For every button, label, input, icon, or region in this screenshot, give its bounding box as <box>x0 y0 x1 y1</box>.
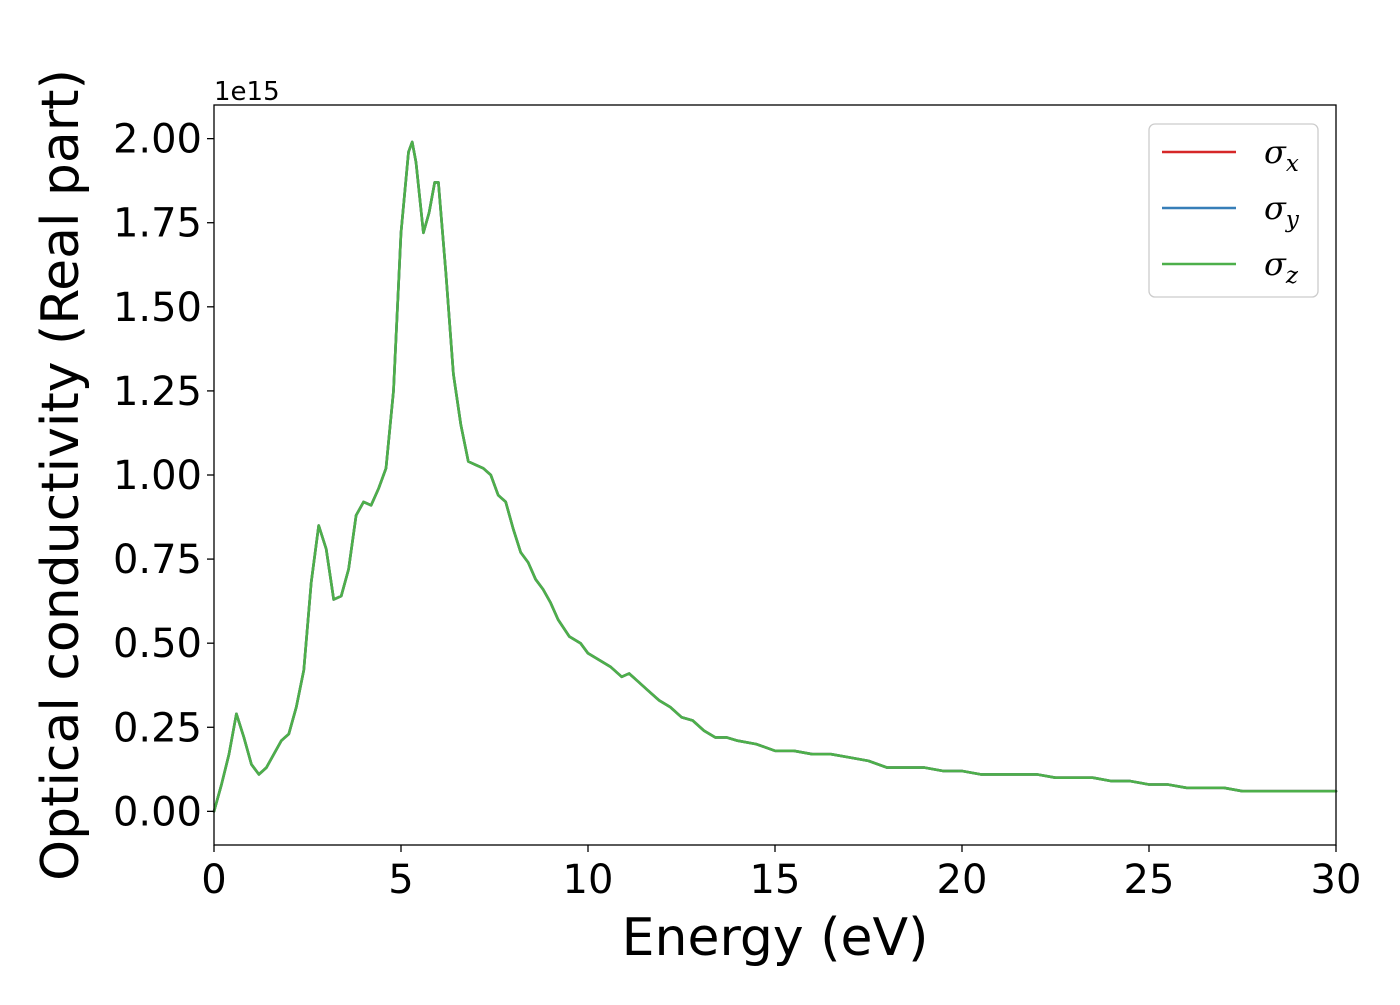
x-axis-ticks: 0 5 10 15 20 25 30 <box>201 845 1361 903</box>
legend: σx σy σz <box>1148 123 1319 298</box>
y-axis-ticks: 0.00 0.25 0.50 0.75 1.00 1.25 1.50 1.75 2.00 <box>113 117 214 835</box>
x-tick-label: 0 <box>201 857 226 903</box>
x-tick-label: 20 <box>937 857 988 903</box>
y-tick-label: 0.50 <box>113 621 202 667</box>
x-axis-title: Energy (eV) <box>622 908 929 968</box>
legend-frame <box>1148 123 1319 298</box>
y-tick-label: 1.75 <box>113 201 202 247</box>
series-line-z <box>212 140 1338 813</box>
y-axis-title: Optical conductivity (Real part) <box>31 69 91 881</box>
y-tick-label: 1.50 <box>113 285 202 331</box>
y-tick-label: 0.25 <box>113 705 202 751</box>
x-tick-label: 10 <box>563 857 614 903</box>
y-tick-label: 2.00 <box>113 117 202 163</box>
legend-label-y: σy <box>1264 189 1300 233</box>
y-tick-label: 1.25 <box>113 369 202 415</box>
x-tick-label: 5 <box>388 857 413 903</box>
legend-label-z: σz <box>1264 245 1299 289</box>
legend-label-x: σx <box>1264 133 1299 177</box>
y-tick-label: 1.00 <box>113 453 202 499</box>
x-tick-label: 25 <box>1124 857 1175 903</box>
series-layer <box>212 140 1338 813</box>
y-tick-label: 0.75 <box>113 537 202 583</box>
y-offset-text: 1e15 <box>214 77 280 107</box>
x-tick-label: 15 <box>750 857 801 903</box>
y-tick-label: 0.00 <box>113 789 202 835</box>
x-tick-label: 30 <box>1311 857 1362 903</box>
